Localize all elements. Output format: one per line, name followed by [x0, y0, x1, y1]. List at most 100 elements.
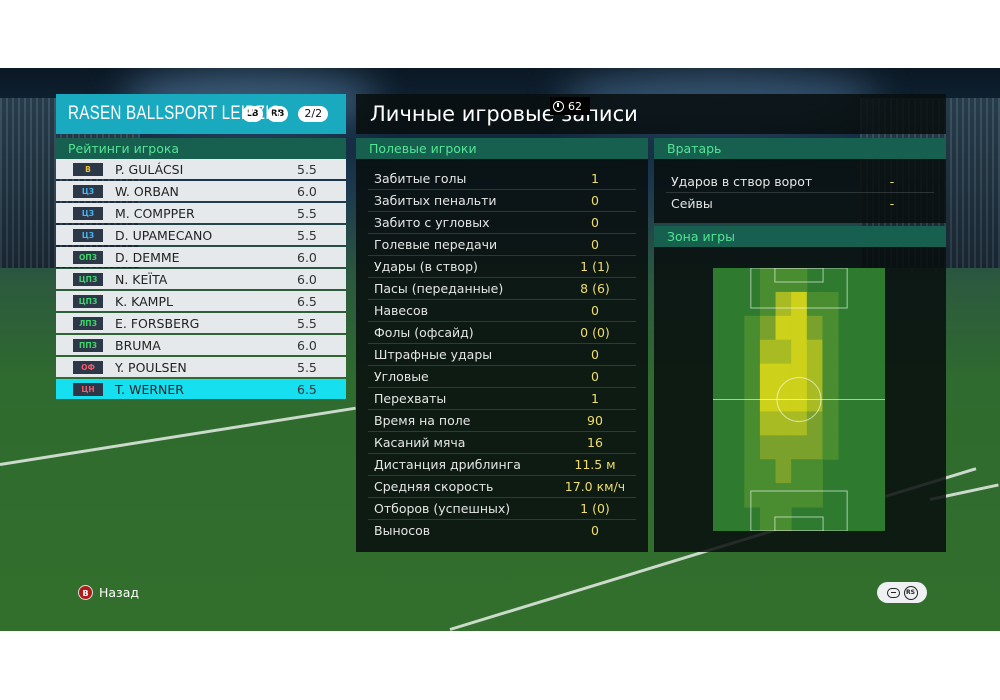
lb-button[interactable]: LB [242, 106, 263, 122]
player-row[interactable]: ЦПЗ N. KEÏTA 6.0 [56, 269, 346, 289]
gk-stat-value: - [889, 196, 895, 211]
player-row[interactable]: ППЗ BRUMA 6.0 [56, 335, 346, 355]
gk-stat-value: - [889, 174, 895, 189]
stat-value: 90 [587, 413, 603, 428]
stat-label: Время на поле [374, 413, 471, 428]
stat-label: Фолы (офсайд) [374, 325, 474, 340]
stat-value: 0 [591, 303, 599, 318]
heatmap-cell [791, 315, 808, 341]
position-badge: ЛПЗ [73, 316, 103, 330]
gk-stat-label: Сейвы [671, 196, 713, 211]
heatmap-cell [775, 268, 792, 293]
player-name: N. KEÏTA [115, 271, 168, 287]
player-row[interactable]: ЦЗ M. COMPPER 5.5 [56, 203, 346, 223]
stat-row: Дистанция дриблинга 11.5 м [368, 454, 636, 476]
position-badge: ЦЗ [73, 184, 103, 198]
player-rating: 6.0 [297, 249, 317, 265]
player-name: D. DEMME [115, 249, 180, 265]
gk-stat-label: Ударов в створ ворот [671, 174, 813, 189]
stat-label: Отборов (успешных) [374, 501, 511, 516]
stat-row: Время на поле 90 [368, 410, 636, 432]
stat-row: Средняя скорость 17.0 км/ч [368, 476, 636, 498]
stat-value: 1 (1) [580, 259, 610, 274]
player-row[interactable]: ЦЗ W. ORBAN 6.0 [56, 181, 346, 201]
heatmap-cell [806, 363, 823, 389]
stat-label: Забитые голы [374, 171, 467, 186]
player-row[interactable]: В P. GULÁCSI 5.5 [56, 159, 346, 179]
heatmap-cell [791, 291, 808, 317]
heatmap-cell [791, 363, 808, 389]
heatmap-cell [744, 363, 761, 389]
heatmap-cell [775, 507, 792, 531]
pitch-marking [776, 377, 822, 422]
stat-label: Голевые передачи [374, 237, 498, 252]
play-zone-panel: Зона игры [654, 226, 946, 552]
chat-icon [886, 587, 900, 598]
stat-row: Отборов (успешных) 1 (0) [368, 498, 636, 520]
heatmap-cell [775, 411, 792, 436]
player-row[interactable]: ЦН T. WERNER 6.5 [56, 379, 346, 399]
heatmap-cell [791, 268, 808, 293]
back-button[interactable]: B Назад [78, 585, 139, 600]
heatmap-cell [759, 411, 777, 436]
heatmap-cell [759, 268, 777, 293]
stat-value: 11.5 м [574, 457, 616, 472]
stat-label: Забито с угловых [374, 215, 490, 230]
heatmap-cell [744, 315, 761, 341]
field-stats-table: Забитые голы 1 Забитых пенальти 0 Забито с у… [368, 168, 636, 541]
rb-button[interactable]: RB [266, 106, 289, 122]
clock-icon [553, 100, 564, 112]
stat-label: Выносов [374, 523, 431, 538]
player-rating: 6.5 [297, 293, 317, 309]
position-badge: ЦПЗ [73, 294, 103, 308]
heatmap-cell [759, 459, 777, 484]
field-players-panel: Полевые игроки Забитые голы 1 Забитых пена… [356, 138, 648, 552]
heatmap-cell [775, 483, 792, 508]
stat-value: 0 [591, 193, 599, 208]
player-row[interactable]: ОФ Y. POULSEN 5.5 [56, 357, 346, 377]
gk-stat-row: Ударов в створ ворот - [666, 171, 934, 193]
heatmap-cell [759, 363, 777, 389]
stat-row: Фолы (офсайд) 0 (0) [368, 322, 636, 344]
player-row[interactable]: ЦПЗ K. KAMPL 6.5 [56, 291, 346, 311]
stat-value: 8 (6) [580, 281, 610, 296]
heatmap-cell [759, 315, 777, 341]
field-players-title: Полевые игроки [356, 138, 648, 159]
heatmap-cell [775, 459, 792, 484]
stat-label: Штрафные удары [374, 347, 493, 362]
stat-label: Пасы (переданные) [374, 281, 504, 296]
stat-label: Навесов [374, 303, 429, 318]
pitch-marking [774, 268, 824, 283]
stat-label: Перехваты [374, 391, 447, 406]
team-page-indicator: 2/2 [298, 106, 329, 122]
position-badge: В [73, 162, 103, 176]
player-name: M. COMPPER [115, 205, 195, 221]
stat-row: Штрафные удары 0 [368, 344, 636, 366]
heatmap-cell [791, 459, 808, 484]
player-row[interactable]: ЛПЗ E. FORSBERG 5.5 [56, 313, 346, 333]
stat-row: Голевые передачи 0 [368, 234, 636, 256]
stat-value: 17.0 км/ч [564, 479, 626, 494]
player-row[interactable]: ЦЗ D. UPAMECANO 5.5 [56, 225, 346, 245]
heatmap-cell [791, 411, 808, 436]
pitch-marking [750, 490, 848, 531]
stat-value: 1 [591, 171, 599, 186]
controls-hint[interactable]: RS [877, 582, 927, 603]
heatmap-cell [759, 291, 777, 317]
heatmap-cell [791, 435, 808, 460]
stat-label: Дистанция дриблинга [374, 457, 521, 472]
team-header: RASEN BALLSPORT LEIPZIG LB RB 2/2 [56, 94, 346, 134]
player-rating: 5.5 [297, 161, 317, 177]
position-badge: ЦЗ [73, 206, 103, 220]
stat-row: Пасы (переданные) 8 (6) [368, 278, 636, 300]
goalkeeper-panel: Вратарь Ударов в створ ворот - Сейвы - [654, 138, 946, 223]
stat-row: Забитые голы 1 [368, 168, 636, 190]
player-row[interactable]: ОПЗ D. DEMME 6.0 [56, 247, 346, 267]
player-rating: 5.5 [297, 315, 317, 331]
heatmap-cell [775, 435, 792, 460]
player-name: BRUMA [115, 337, 161, 353]
heatmap-cell [806, 339, 823, 365]
heatmap-cell [744, 435, 761, 460]
heatmap-cell [744, 411, 761, 436]
stat-value: 0 (0) [580, 325, 610, 340]
